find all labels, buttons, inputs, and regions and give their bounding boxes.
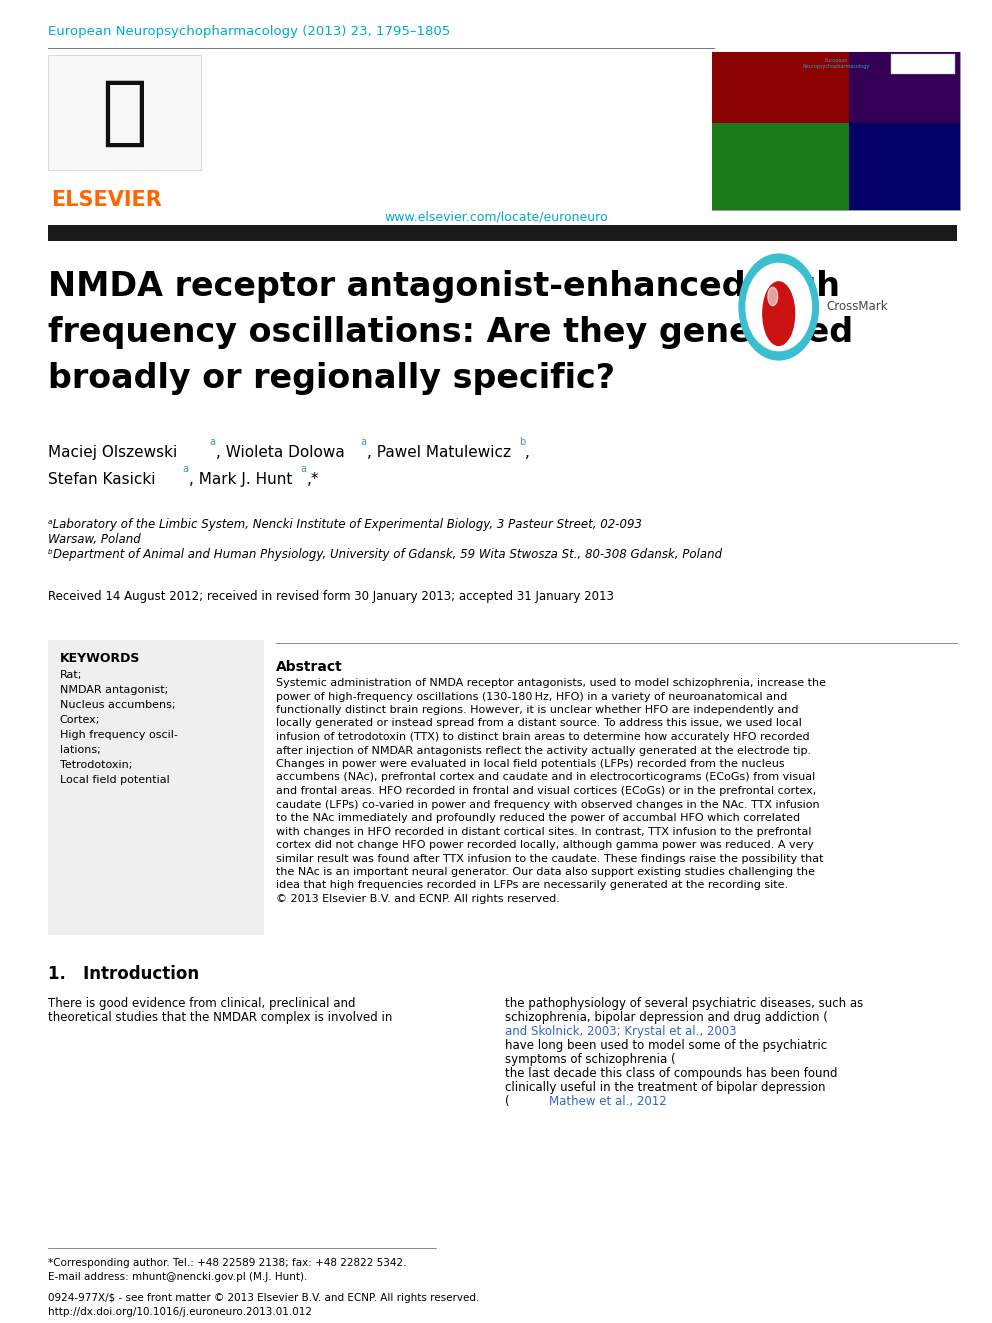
Text: Maciej Olszewski: Maciej Olszewski: [48, 445, 177, 460]
FancyBboxPatch shape: [848, 123, 960, 210]
Text: ,*: ,*: [307, 472, 319, 487]
Ellipse shape: [768, 287, 778, 306]
Text: European Neuropsychopharmacology (2013) 23, 1795–1805: European Neuropsychopharmacology (2013) …: [48, 25, 449, 38]
Text: , Mark J. Hunt: , Mark J. Hunt: [189, 472, 293, 487]
Text: caudate (LFPs) co-varied in power and frequency with observed changes in the NAc: caudate (LFPs) co-varied in power and fr…: [276, 799, 819, 810]
Text: the last decade this class of compounds has been found: the last decade this class of compounds …: [505, 1068, 837, 1080]
Text: locally generated or instead spread from a distant source. To address this issue: locally generated or instead spread from…: [276, 718, 802, 729]
Text: KEYWORDS: KEYWORDS: [60, 652, 140, 665]
Text: Tetrodotoxin;: Tetrodotoxin;: [60, 759, 132, 770]
FancyBboxPatch shape: [712, 123, 848, 210]
Text: symptoms of schizophrenia (: symptoms of schizophrenia (: [505, 1053, 676, 1066]
Text: © 2013 Elsevier B.V. and ECNP. All rights reserved.: © 2013 Elsevier B.V. and ECNP. All right…: [276, 894, 559, 904]
Text: idea that high frequencies recorded in LFPs are necessarily generated at the rec: idea that high frequencies recorded in L…: [276, 881, 788, 890]
Text: infusion of tetrodotoxin (TTX) to distinct brain areas to determine how accurate: infusion of tetrodotoxin (TTX) to distin…: [276, 732, 809, 742]
Text: with changes in HFO recorded in distant cortical sites. In contrast, TTX infusio: with changes in HFO recorded in distant …: [276, 827, 811, 836]
Text: Rat;: Rat;: [60, 669, 82, 680]
Text: European
Neuropsychopharmacology: European Neuropsychopharmacology: [803, 58, 870, 69]
Text: a: a: [301, 464, 307, 474]
Text: the pathophysiology of several psychiatric diseases, such as: the pathophysiology of several psychiatr…: [505, 998, 863, 1009]
Text: 🌲: 🌲: [101, 75, 148, 149]
FancyBboxPatch shape: [48, 640, 264, 935]
Text: accumbens (NAc), prefrontal cortex and caudate and in electrocorticograms (ECoGs: accumbens (NAc), prefrontal cortex and c…: [276, 773, 815, 782]
Text: after injection of NMDAR antagonists reflect the activity actually generated at : after injection of NMDAR antagonists ref…: [276, 745, 810, 755]
Text: theoretical studies that the NMDAR complex is involved in: theoretical studies that the NMDAR compl…: [48, 1011, 392, 1024]
FancyBboxPatch shape: [891, 54, 955, 74]
Text: to the NAc immediately and profoundly reduced the power of accumbal HFO which co: to the NAc immediately and profoundly re…: [276, 814, 800, 823]
Text: Warsaw, Poland: Warsaw, Poland: [48, 533, 140, 546]
Text: 1.   Introduction: 1. Introduction: [48, 964, 198, 983]
Text: *Corresponding author. Tel.: +48 22589 2138; fax: +48 22822 5342.: *Corresponding author. Tel.: +48 22589 2…: [48, 1258, 406, 1267]
Text: www.elsevier.com/locate/euroneuro: www.elsevier.com/locate/euroneuro: [384, 210, 608, 224]
Text: Systemic administration of NMDA receptor antagonists, used to model schizophreni: Systemic administration of NMDA receptor…: [276, 677, 825, 688]
Text: frequency oscillations: Are they generated: frequency oscillations: Are they generat…: [48, 316, 853, 349]
Text: Cortex;: Cortex;: [60, 714, 100, 725]
Text: clinically useful in the treatment of bipolar depression: clinically useful in the treatment of bi…: [505, 1081, 825, 1094]
Text: lations;: lations;: [60, 745, 100, 755]
FancyBboxPatch shape: [848, 52, 960, 123]
Text: NMDA receptor antagonist-enhanced high: NMDA receptor antagonist-enhanced high: [48, 270, 839, 303]
Text: NMDAR antagonist;: NMDAR antagonist;: [60, 685, 168, 695]
Text: and Skolnick, 2003; Krystal et al., 2003: and Skolnick, 2003; Krystal et al., 2003: [505, 1025, 736, 1039]
Text: Stefan Kasicki: Stefan Kasicki: [48, 472, 155, 487]
Text: a: a: [183, 464, 188, 474]
Text: Changes in power were evaluated in local field potentials (LFPs) recorded from t: Changes in power were evaluated in local…: [276, 759, 785, 769]
Text: the NAc is an important neural generator. Our data also support existing studies: the NAc is an important neural generator…: [276, 867, 814, 877]
Text: functionally distinct brain regions. However, it is unclear whether HFO are inde: functionally distinct brain regions. How…: [276, 705, 799, 714]
Text: E-mail address: mhunt@nencki.gov.pl (M.J. Hunt).: E-mail address: mhunt@nencki.gov.pl (M.J…: [48, 1271, 307, 1282]
Text: ,: ,: [525, 445, 530, 460]
Text: b: b: [519, 437, 525, 447]
Text: http://dx.doi.org/10.1016/j.euroneuro.2013.01.012: http://dx.doi.org/10.1016/j.euroneuro.20…: [48, 1307, 311, 1316]
Text: 0924-977X/$ - see front matter © 2013 Elsevier B.V. and ECNP. All rights reserve: 0924-977X/$ - see front matter © 2013 El…: [48, 1293, 479, 1303]
Text: ᵃLaboratory of the Limbic System, Nencki Institute of Experimental Biology, 3 Pa: ᵃLaboratory of the Limbic System, Nencki…: [48, 519, 642, 531]
Circle shape: [746, 263, 811, 351]
Text: a: a: [209, 437, 215, 447]
Text: have long been used to model some of the psychiatric: have long been used to model some of the…: [505, 1039, 827, 1052]
Text: cortex did not change HFO power recorded locally, although gamma power was reduc: cortex did not change HFO power recorded…: [276, 840, 813, 849]
Text: Nucleus accumbens;: Nucleus accumbens;: [60, 700, 175, 710]
Text: CrossMark: CrossMark: [826, 300, 888, 314]
Text: ᵇDepartment of Animal and Human Physiology, University of Gdansk, 59 Wita Stwosz: ᵇDepartment of Animal and Human Physiolo…: [48, 548, 722, 561]
Circle shape: [739, 254, 818, 360]
Text: Abstract: Abstract: [276, 660, 342, 673]
FancyBboxPatch shape: [712, 52, 960, 210]
Text: , Wioleta Dolowa: , Wioleta Dolowa: [216, 445, 345, 460]
Text: schizophrenia, bipolar depression and drug addiction (: schizophrenia, bipolar depression and dr…: [505, 1011, 827, 1024]
Text: broadly or regionally specific?: broadly or regionally specific?: [48, 363, 615, 396]
Text: Received 14 August 2012; received in revised form 30 January 2013; accepted 31 J: Received 14 August 2012; received in rev…: [48, 590, 613, 603]
Text: power of high-frequency oscillations (130-180 Hz, HFO) in a variety of neuroanat: power of high-frequency oscillations (13…: [276, 692, 787, 701]
Text: , Pawel Matulewicz: , Pawel Matulewicz: [367, 445, 511, 460]
Text: and frontal areas. HFO recorded in frontal and visual cortices (ECoGs) or in the: and frontal areas. HFO recorded in front…: [276, 786, 816, 796]
Text: There is good evidence from clinical, preclinical and: There is good evidence from clinical, pr…: [48, 998, 355, 1009]
Text: High frequency oscil-: High frequency oscil-: [60, 730, 178, 740]
FancyBboxPatch shape: [48, 56, 201, 169]
Text: Mathew et al., 2012: Mathew et al., 2012: [549, 1095, 667, 1107]
Text: similar result was found after TTX infusion to the caudate. These findings raise: similar result was found after TTX infus…: [276, 853, 823, 864]
Text: Local field potential: Local field potential: [60, 775, 170, 785]
Text: a: a: [360, 437, 366, 447]
Ellipse shape: [763, 282, 795, 345]
Text: ELSEVIER: ELSEVIER: [52, 191, 163, 210]
FancyBboxPatch shape: [712, 52, 848, 123]
Text: (: (: [505, 1095, 510, 1107]
FancyBboxPatch shape: [48, 225, 957, 241]
